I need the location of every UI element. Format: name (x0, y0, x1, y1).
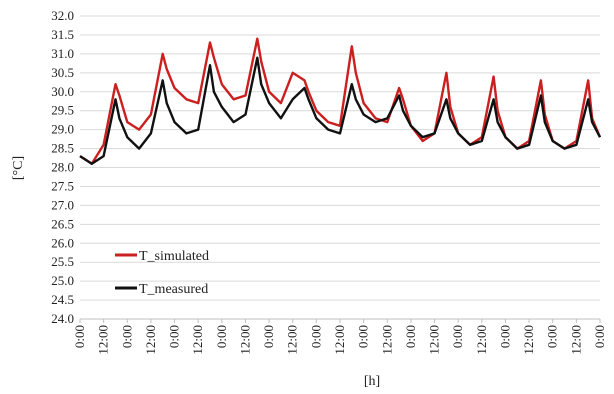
x-tick-label: 0:00 (450, 325, 465, 348)
x-tick-label: 0:00 (119, 325, 134, 348)
series-line-t-measured (79, 56, 602, 165)
y-tick-label: 29.5 (51, 103, 74, 118)
x-tick-label: 0:00 (497, 325, 512, 348)
x-tick-label: 0:00 (545, 325, 560, 348)
y-tick-label: 28.5 (51, 141, 74, 156)
y-tick-label: 25.0 (51, 273, 74, 288)
y-tick-label: 31.0 (51, 46, 74, 61)
x-tick-label: 0:00 (261, 325, 276, 348)
x-tick-label: 12:00 (190, 325, 205, 355)
y-tick-label: 29.0 (51, 122, 74, 137)
y-tick-label: 26.5 (51, 216, 74, 231)
x-tick-label: 12:00 (474, 325, 489, 355)
gridlines (80, 15, 600, 320)
y-tick-label: 30.0 (51, 84, 74, 99)
legend-label: T_measured (139, 282, 208, 297)
x-tick-label: 0:00 (167, 325, 182, 348)
y-tick-label: 24.5 (51, 292, 74, 307)
x-tick-label: 12:00 (332, 325, 347, 355)
legend: T_simulated T_measured (115, 249, 209, 297)
x-tick-label: 12:00 (427, 325, 442, 355)
x-axis-label: [h] (364, 374, 380, 389)
x-tick-label: 0:00 (403, 325, 418, 348)
legend-label: T_simulated (139, 249, 209, 264)
x-tick-label: 0:00 (214, 325, 229, 348)
y-tick-label: 28.0 (51, 160, 74, 175)
x-axis-ticks: 0:00 12:00 0:00 12:00 0:00 12:00 0:00 12:00 0:00… (72, 319, 607, 355)
y-tick-label: 25.5 (51, 254, 74, 269)
y-axis-label: [°C] (11, 156, 26, 180)
y-tick-label: 24.0 (51, 311, 74, 326)
x-tick-label: 12:00 (285, 325, 300, 355)
x-tick-label: 12:00 (237, 325, 252, 355)
x-tick-label: 0:00 (356, 325, 371, 348)
x-tick-label: 12:00 (521, 325, 536, 355)
x-tick-label: 12:00 (96, 325, 111, 355)
x-tick-label: 12:00 (568, 325, 583, 355)
y-tick-label: 32.0 (51, 8, 74, 23)
y-axis-ticks: 24.0 24.5 25.0 25.5 26.0 26.5 27.0 27.5 28.0 28.5… (51, 8, 74, 326)
y-tick-label: 30.5 (51, 65, 74, 80)
x-tick-label: 12:00 (379, 325, 394, 355)
x-tick-label: 0:00 (592, 325, 607, 348)
x-tick-label: 0:00 (308, 325, 323, 348)
y-tick-label: 31.5 (51, 27, 74, 42)
x-tick-label: 0:00 (72, 325, 87, 348)
y-tick-label: 26.0 (51, 235, 74, 250)
y-tick-label: 27.5 (51, 178, 74, 193)
series-layer (79, 37, 602, 165)
y-tick-label: 27.0 (51, 197, 74, 212)
x-tick-label: 12:00 (143, 325, 158, 355)
